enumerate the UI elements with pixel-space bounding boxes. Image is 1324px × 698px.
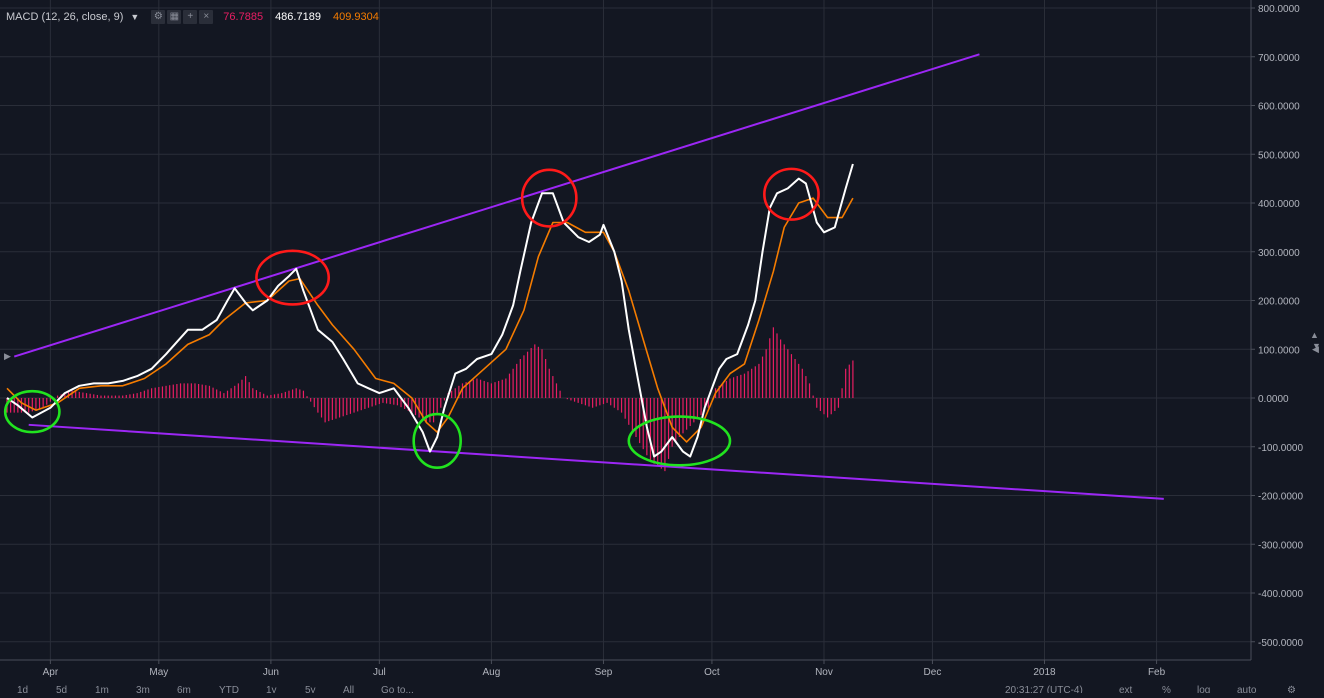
time-tick-label: Jun [263,667,279,678]
auto-toggle[interactable]: auto [1237,685,1257,693]
price-tick-label: 700.0000 [1258,53,1300,64]
add-icon[interactable]: + [183,10,198,24]
time-tick-label: Dec [924,667,942,678]
percent-toggle[interactable]: % [1162,685,1171,693]
log-toggle[interactable]: log [1197,685,1211,693]
price-tick-label: -200.0000 [1258,492,1303,503]
bottom-toolbar: 1d 5d 1m 3m 6m YTD 1y 5y All Go to... 20… [0,682,1324,693]
trendline[interactable] [13,53,980,358]
range-ytd[interactable]: YTD [219,685,239,693]
clock: 20:31:27 (UTC-4) [1005,685,1083,693]
chevron-down-icon[interactable]: ▼ [130,12,140,22]
price-tick-label: -500.0000 [1258,638,1303,649]
trendline[interactable] [28,423,1164,500]
histogram-layer [6,327,854,472]
time-tick-label: Aug [483,667,501,678]
indicator-legend: MACD (12, 26, close, 9) ▼ ⚙ ▦ + × 76.788… [6,8,387,26]
peak-marker-ellipse[interactable] [520,168,578,228]
price-tick-label: -300.0000 [1258,540,1303,551]
time-tick-label: May [149,667,168,678]
settings-icon[interactable]: ⚙ [151,10,166,24]
price-tick-label: 100.0000 [1258,345,1300,356]
close-icon[interactable]: × [199,10,214,24]
time-tick-label: Jul [373,667,386,678]
signal-line [6,197,854,443]
macd-value: 486.7189 [275,11,321,23]
macd-line [6,163,854,458]
trough-marker-ellipse[interactable] [412,412,462,470]
annotation-layer [3,167,820,470]
format-icon[interactable]: ▦ [167,10,182,24]
range-5d[interactable]: 5d [56,685,68,693]
trough-marker-ellipse[interactable] [627,415,732,467]
range-1d[interactable]: 1d [17,685,29,693]
price-tick-label: 400.0000 [1258,199,1300,210]
scale-down-icon[interactable]: ▼ [1312,341,1321,351]
peak-marker-ellipse[interactable] [255,249,331,306]
time-axis[interactable]: Apr May Jun Jul Aug Sep Oct Nov Dec 2018 Feb [0,659,1251,678]
price-tick-label: -400.0000 [1258,589,1303,600]
price-tick-label: 800.0000 [1258,4,1300,15]
range-6m[interactable]: 6m [177,685,191,693]
series-layer: ◀ [6,163,1319,458]
time-tick-label: Sep [595,667,613,678]
price-tick-label: 0.0000 [1258,394,1289,405]
price-tick-label: 200.0000 [1258,297,1300,308]
range-3m[interactable]: 3m [136,685,150,693]
price-tick-label: 600.0000 [1258,102,1300,113]
indicator-title[interactable]: MACD (12, 26, close, 9) [6,11,124,23]
time-tick-label: 2018 [1033,667,1056,678]
histogram-value: 76.7885 [223,11,264,23]
range-1y[interactable]: 1y [266,685,277,693]
time-tick-label: Nov [815,667,833,678]
range-5y[interactable]: 5y [305,685,316,693]
range-all[interactable]: All [343,685,355,693]
price-tick-label: 500.0000 [1258,150,1300,161]
trough-marker-ellipse[interactable] [3,389,61,434]
scale-up-icon[interactable]: ▲ [1310,330,1319,340]
time-tick-label: Apr [43,667,59,678]
scroll-arrow-icon[interactable]: ▶ [4,351,11,361]
trendline-layer [13,53,1164,500]
grid-layer [0,0,1251,660]
price-tick-label: -100.0000 [1258,443,1303,454]
time-tick-label: Oct [704,667,720,678]
scroll-arrow-icon[interactable]: ◀ [1312,344,1319,354]
peak-marker-ellipse[interactable] [763,167,820,221]
goto-button[interactable]: Go to... [381,685,414,693]
settings-icon[interactable]: ⚙ [1287,685,1296,693]
price-axis[interactable]: 800.0000 700.0000 600.0000 500.0000 400.0000… [4,0,1321,660]
price-tick-label: 300.0000 [1258,248,1300,259]
time-tick-label: Feb [1148,667,1166,678]
range-1m[interactable]: 1m [95,685,109,693]
signal-value: 409.9304 [332,11,379,23]
ext-toggle[interactable]: ext [1119,685,1133,693]
